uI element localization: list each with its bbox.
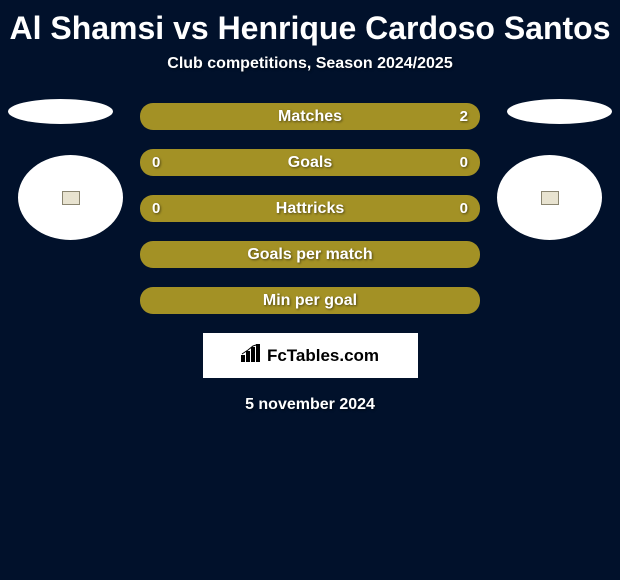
right-player-avatar [497,155,602,240]
right-player-oval [507,99,612,124]
page-title: Al Shamsi vs Henrique Cardoso Santos [0,0,620,55]
main-container: Al Shamsi vs Henrique Cardoso Santos Clu… [0,0,620,414]
stats-list: Matches 2 0 Goals 0 0 Hattricks 0 Goals … [140,103,480,314]
brand-label: FcTables.com [267,346,379,366]
stat-right-value: 0 [438,200,468,217]
stat-row-min-per-goal: Min per goal [140,287,480,314]
stat-right-value: 0 [438,154,468,171]
date-label: 5 november 2024 [10,396,610,414]
chart-icon [241,344,263,367]
stat-row-matches: Matches 2 [140,103,480,130]
stat-row-goals: 0 Goals 0 [140,149,480,176]
stats-section: Matches 2 0 Goals 0 0 Hattricks 0 Goals … [0,103,620,414]
stat-row-goals-per-match: Goals per match [140,241,480,268]
stat-row-hattricks: 0 Hattricks 0 [140,195,480,222]
left-player-avatar [18,155,123,240]
stat-label: Goals per match [247,246,372,264]
stat-label: Matches [278,108,342,126]
stat-label: Hattricks [276,200,344,218]
stat-left-value: 0 [152,200,182,217]
stat-label: Min per goal [263,292,357,310]
placeholder-icon [62,191,80,205]
stat-left-value: 0 [152,154,182,171]
page-subtitle: Club competitions, Season 2024/2025 [0,55,620,103]
stat-label: Goals [288,154,332,172]
placeholder-icon [541,191,559,205]
branding-box[interactable]: FcTables.com [203,333,418,378]
stat-right-value: 2 [438,108,468,125]
left-player-oval [8,99,113,124]
